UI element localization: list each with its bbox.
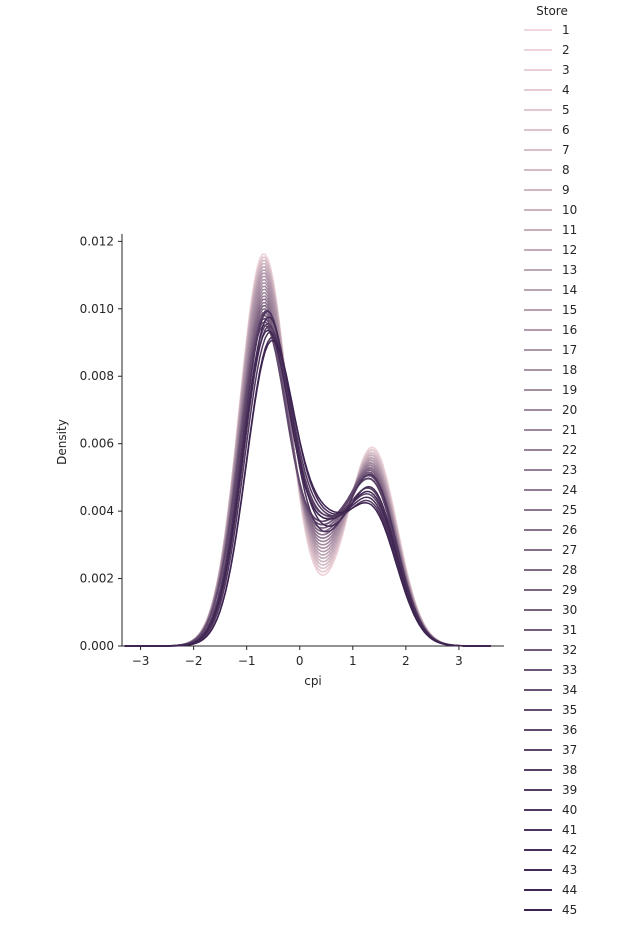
density-curve-store-29: [124, 307, 491, 647]
legend-label: 44: [562, 883, 577, 897]
density-curve-store-8: [124, 259, 491, 647]
legend-label: 10: [562, 203, 577, 217]
legend-label: 11: [562, 223, 577, 237]
legend-label: 41: [562, 823, 577, 837]
legend-label: 45: [562, 903, 577, 917]
legend-label: 38: [562, 763, 577, 777]
legend-label: 36: [562, 723, 577, 737]
density-curve-store-20: [124, 285, 491, 647]
density-curve-store-21: [124, 288, 491, 647]
legend-label: 18: [562, 363, 577, 377]
legend-label: 8: [562, 163, 570, 177]
density-curve-store-14: [124, 269, 491, 647]
legend-label: 13: [562, 263, 577, 277]
legend-label: 17: [562, 343, 577, 357]
density-curve-store-7: [124, 259, 491, 647]
y-tick-label: 0.010: [80, 302, 114, 316]
density-curve-store-45: [124, 339, 491, 647]
axes: [121, 234, 504, 647]
density-curve-store-4: [124, 256, 491, 647]
legend-label: 42: [562, 843, 577, 857]
density-curve-store-9: [124, 262, 491, 647]
x-tick-label: 3: [455, 654, 463, 668]
legend-label: 15: [562, 303, 577, 317]
density-curves: [124, 253, 491, 647]
legend-label: 35: [562, 703, 577, 717]
legend-label: 24: [562, 483, 577, 497]
density-curve-store-11: [124, 266, 491, 647]
density-curve-store-13: [124, 269, 491, 647]
density-curve-store-35: [124, 321, 491, 647]
legend-label: 29: [562, 583, 577, 597]
tick-labels: −3 −2 −1 0 1 2 3 0.000 0.002 0.004 0.006 0.008 0.010…: [80, 234, 463, 668]
legend-label: 9: [562, 183, 570, 197]
legend-label: 43: [562, 863, 577, 877]
legend-label: 26: [562, 523, 577, 537]
legend: Store 1234567891011121314151617181920212…: [524, 4, 577, 917]
density-curve-store-5: [124, 256, 491, 647]
legend-label: 21: [562, 423, 577, 437]
legend-label: 23: [562, 463, 577, 477]
x-tick-label: 0: [296, 654, 304, 668]
legend-label: 32: [562, 643, 577, 657]
y-axis-label: Density: [55, 419, 69, 465]
legend-label: 39: [562, 783, 577, 797]
legend-label: 28: [562, 563, 577, 577]
density-curve-store-16: [124, 272, 491, 647]
legend-label: 4: [562, 83, 570, 97]
x-tick-label: 1: [349, 654, 357, 668]
density-curve-store-17: [124, 275, 491, 647]
x-axis-label: cpi: [304, 674, 322, 688]
legend-label: 22: [562, 443, 577, 457]
x-tick-label: 2: [402, 654, 410, 668]
legend-label: 2: [562, 43, 570, 57]
legend-label: 3: [562, 63, 570, 77]
legend-label: 27: [562, 543, 577, 557]
y-tick-label: 0.000: [80, 639, 114, 653]
legend-title: Store: [536, 4, 568, 18]
legend-label: 14: [562, 283, 577, 297]
y-tick-label: 0.012: [80, 234, 114, 248]
legend-label: 1: [562, 23, 570, 37]
density-curve-store-2: [124, 253, 491, 647]
y-tick-label: 0.002: [80, 572, 114, 586]
legend-label: 34: [562, 683, 577, 697]
density-curve-store-39: [124, 325, 491, 647]
y-tick-label: 0.006: [80, 437, 114, 451]
x-tick-label: −1: [238, 654, 256, 668]
density-curve-store-18: [124, 278, 491, 647]
legend-label: 31: [562, 623, 577, 637]
x-tick-label: −2: [185, 654, 203, 668]
y-tick-label: 0.008: [80, 369, 114, 383]
legend-label: 40: [562, 803, 577, 817]
y-tick-label: 0.004: [80, 504, 114, 518]
legend-label: 19: [562, 383, 577, 397]
legend-label: 30: [562, 603, 577, 617]
legend-label: 6: [562, 123, 570, 137]
x-tick-label: −3: [132, 654, 150, 668]
density-curve-store-15: [124, 272, 491, 647]
density-curve-store-3: [124, 256, 491, 647]
density-curve-store-10: [124, 262, 491, 647]
density-curve-store-6: [124, 259, 491, 647]
legend-label: 33: [562, 663, 577, 677]
legend-label: 16: [562, 323, 577, 337]
legend-label: 12: [562, 243, 577, 257]
legend-label: 7: [562, 143, 570, 157]
legend-label: 25: [562, 503, 577, 517]
legend-label: 5: [562, 103, 570, 117]
legend-label: 37: [562, 743, 577, 757]
density-curve-store-1: [124, 253, 491, 647]
density-curve-store-19: [124, 282, 491, 647]
legend-label: 20: [562, 403, 577, 417]
density-curve-store-12: [124, 266, 491, 647]
